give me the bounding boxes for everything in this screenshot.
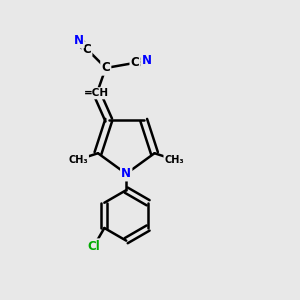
Text: CH₃: CH₃ — [164, 155, 184, 165]
Text: N: N — [121, 167, 131, 180]
Text: C: C — [101, 61, 110, 74]
Text: C: C — [82, 43, 91, 56]
Text: N: N — [142, 54, 152, 67]
Text: =CH: =CH — [84, 88, 110, 98]
Text: Cl: Cl — [88, 239, 100, 253]
Text: C: C — [131, 56, 140, 69]
Text: N: N — [74, 34, 83, 47]
Text: CH₃: CH₃ — [68, 155, 88, 165]
